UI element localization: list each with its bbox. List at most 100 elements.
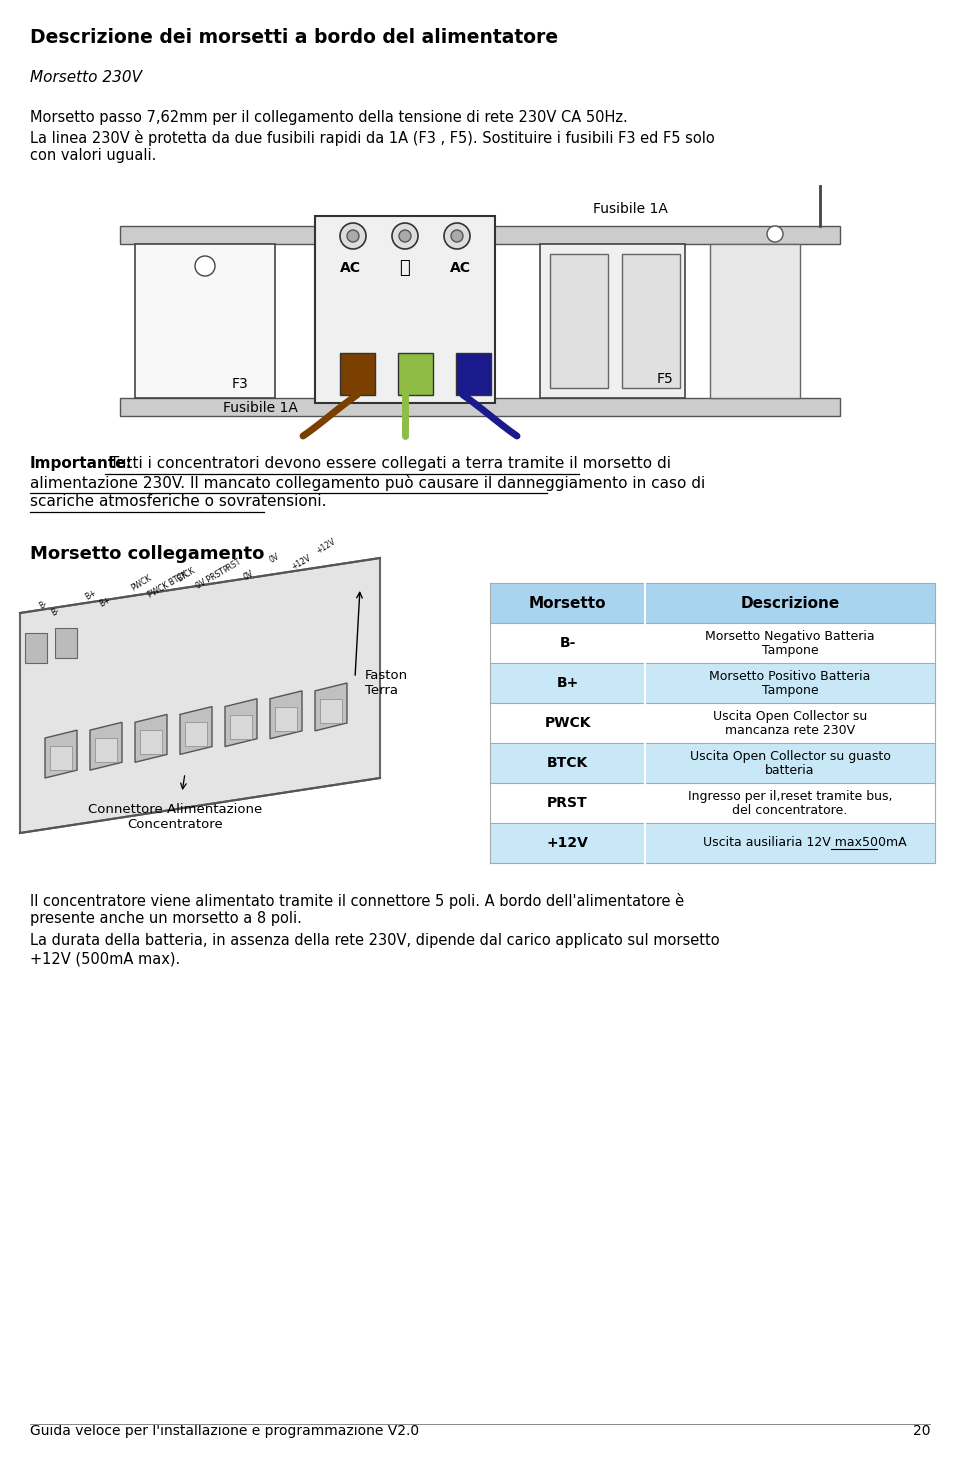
Polygon shape bbox=[315, 683, 347, 731]
Circle shape bbox=[347, 231, 359, 242]
Circle shape bbox=[399, 231, 411, 242]
Text: B-: B- bbox=[50, 606, 61, 618]
Text: Uscita Open Collector su: Uscita Open Collector su bbox=[713, 710, 867, 723]
Text: Morsetto: Morsetto bbox=[529, 596, 607, 610]
Text: batteria: batteria bbox=[765, 764, 815, 777]
Bar bbox=[120, 226, 840, 244]
Text: con valori uguali.: con valori uguali. bbox=[30, 147, 156, 164]
Bar bbox=[135, 244, 275, 399]
Bar bbox=[25, 634, 47, 663]
Text: B-: B- bbox=[560, 637, 576, 650]
Polygon shape bbox=[20, 558, 380, 834]
Text: AC: AC bbox=[340, 261, 361, 274]
Bar bbox=[622, 254, 680, 388]
Text: Morsetto Negativo Batteria: Morsetto Negativo Batteria bbox=[706, 629, 875, 642]
Text: BTCK: BTCK bbox=[547, 756, 588, 769]
Text: 0V PRST: 0V PRST bbox=[194, 566, 227, 590]
Text: Ingresso per il,reset tramite bus,: Ingresso per il,reset tramite bus, bbox=[687, 790, 892, 803]
Text: PWCK: PWCK bbox=[544, 715, 590, 730]
Polygon shape bbox=[135, 714, 167, 762]
Bar bbox=[490, 623, 935, 663]
Bar bbox=[230, 714, 252, 739]
Text: +12V: +12V bbox=[290, 553, 313, 572]
Text: PRST: PRST bbox=[547, 796, 588, 810]
Bar bbox=[490, 704, 935, 743]
Text: B+: B+ bbox=[84, 588, 99, 602]
Text: Tampone: Tampone bbox=[761, 683, 818, 696]
Text: F5: F5 bbox=[657, 372, 673, 385]
Circle shape bbox=[340, 223, 366, 250]
Text: Importante:: Importante: bbox=[30, 456, 132, 472]
Text: Guida veloce per l'installazione e programmazione V2.0: Guida veloce per l'installazione e progr… bbox=[30, 1424, 420, 1438]
Text: AC: AC bbox=[449, 261, 470, 274]
Text: Il concentratore viene alimentato tramite il connettore 5 poli. A bordo dell'ali: Il concentratore viene alimentato tramit… bbox=[30, 894, 684, 910]
Bar bbox=[490, 823, 935, 863]
Text: PRST: PRST bbox=[222, 556, 243, 574]
Text: scariche atmosferiche o sovratensioni.: scariche atmosferiche o sovratensioni. bbox=[30, 493, 326, 510]
Bar bbox=[490, 743, 935, 783]
Text: presente anche un morsetto a 8 poli.: presente anche un morsetto a 8 poli. bbox=[30, 911, 301, 926]
Text: 0V: 0V bbox=[242, 568, 255, 581]
Bar bbox=[50, 746, 72, 769]
Circle shape bbox=[392, 223, 418, 250]
Text: Morsetto collegamento: Morsetto collegamento bbox=[30, 545, 264, 564]
Text: La durata della batteria, in assenza della rete 230V, dipende dal carico applica: La durata della batteria, in assenza del… bbox=[30, 933, 720, 948]
Text: Uscita Open Collector su guasto: Uscita Open Collector su guasto bbox=[689, 749, 891, 762]
Text: B+: B+ bbox=[557, 676, 579, 691]
Polygon shape bbox=[90, 723, 122, 769]
Text: +12V: +12V bbox=[314, 537, 337, 556]
Text: +12V: +12V bbox=[546, 837, 588, 850]
Text: 0V: 0V bbox=[268, 552, 281, 565]
Text: mancanza rete 230V: mancanza rete 230V bbox=[725, 724, 855, 737]
Text: PWCK: PWCK bbox=[130, 574, 154, 593]
Bar bbox=[490, 783, 935, 823]
Text: Connettore Alimentazione
Concentratore: Connettore Alimentazione Concentratore bbox=[88, 803, 262, 831]
Bar bbox=[275, 707, 297, 730]
Text: ⏚: ⏚ bbox=[399, 258, 410, 277]
Bar bbox=[185, 723, 207, 746]
Text: La linea 230V è protetta da due fusibili rapidi da 1A (F3 , F5). Sostituire i fu: La linea 230V è protetta da due fusibili… bbox=[30, 130, 715, 146]
Bar bbox=[320, 699, 342, 723]
Bar bbox=[340, 353, 375, 396]
Text: B+: B+ bbox=[98, 596, 112, 609]
Text: Faston
Terra: Faston Terra bbox=[365, 669, 408, 696]
Polygon shape bbox=[45, 730, 77, 778]
Text: Morsetto Positivo Batteria: Morsetto Positivo Batteria bbox=[709, 670, 871, 683]
Text: F3: F3 bbox=[231, 377, 249, 391]
Text: Uscita ausiliaria 12V max500mA: Uscita ausiliaria 12V max500mA bbox=[703, 837, 906, 850]
Bar bbox=[490, 663, 935, 704]
Text: Morsetto 230V: Morsetto 230V bbox=[30, 70, 142, 85]
Text: PWCK BTCK: PWCK BTCK bbox=[146, 569, 189, 600]
Bar bbox=[710, 244, 800, 399]
Bar bbox=[95, 739, 117, 762]
Text: 20: 20 bbox=[913, 1424, 930, 1438]
Bar bbox=[456, 353, 491, 396]
Bar bbox=[315, 216, 495, 403]
Text: alimentazione 230V. Il mancato collegamento può causare il danneggiamento in cas: alimentazione 230V. Il mancato collegame… bbox=[30, 474, 706, 491]
Circle shape bbox=[444, 223, 470, 250]
Polygon shape bbox=[225, 699, 257, 746]
Text: Fusibile 1A: Fusibile 1A bbox=[592, 201, 667, 216]
Text: +12V (500mA max).: +12V (500mA max). bbox=[30, 950, 180, 967]
Text: del concentratore.: del concentratore. bbox=[732, 803, 848, 816]
Polygon shape bbox=[270, 691, 302, 739]
Text: Descrizione dei morsetti a bordo del alimentatore: Descrizione dei morsetti a bordo del ali… bbox=[30, 28, 558, 47]
Text: Tutti i concentratori devono essere collegati a terra tramite il morsetto di: Tutti i concentratori devono essere coll… bbox=[105, 456, 671, 472]
Circle shape bbox=[195, 255, 215, 276]
Circle shape bbox=[451, 231, 463, 242]
Text: BTCK: BTCK bbox=[176, 565, 198, 584]
Bar bbox=[120, 399, 840, 416]
Bar bbox=[550, 254, 608, 388]
Bar bbox=[398, 353, 433, 396]
Bar bbox=[540, 244, 685, 399]
Bar bbox=[490, 583, 935, 623]
Text: B-: B- bbox=[38, 599, 50, 610]
Circle shape bbox=[767, 226, 783, 242]
Bar bbox=[140, 730, 162, 755]
Text: Morsetto passo 7,62mm per il collegamento della tensione di rete 230V CA 50Hz.: Morsetto passo 7,62mm per il collegament… bbox=[30, 110, 628, 126]
Polygon shape bbox=[180, 707, 212, 755]
Text: Tampone: Tampone bbox=[761, 644, 818, 657]
Text: Descrizione: Descrizione bbox=[740, 596, 840, 610]
Bar bbox=[55, 628, 77, 658]
Text: Fusibile 1A: Fusibile 1A bbox=[223, 402, 298, 415]
